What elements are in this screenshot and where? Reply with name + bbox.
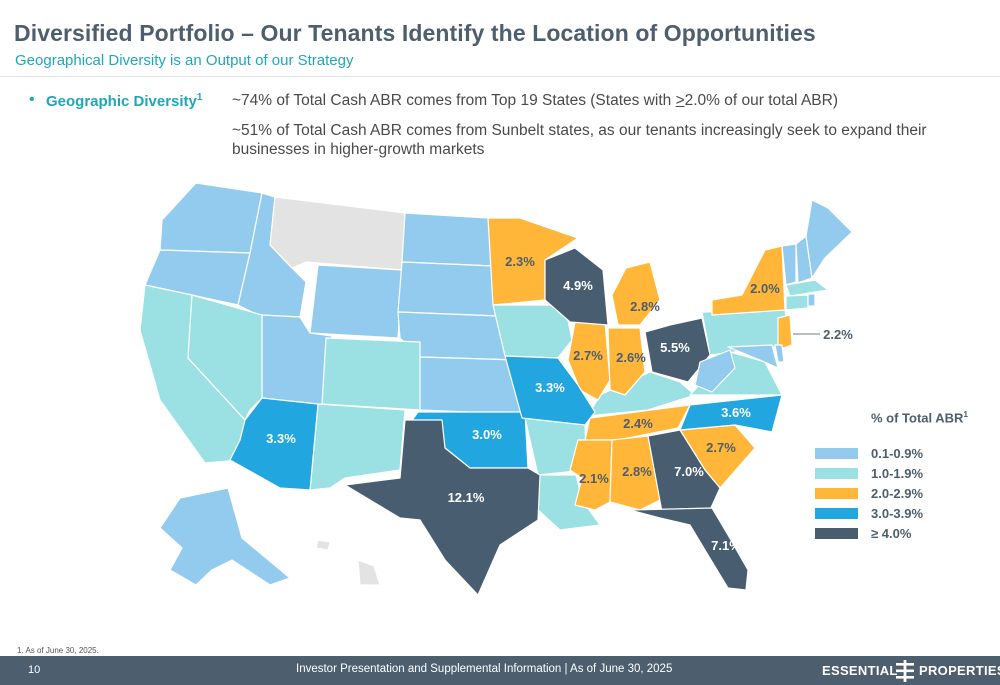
- state-wisconsin: [544, 247, 609, 326]
- state-new-mexico: [309, 403, 406, 491]
- state-wyoming: [309, 264, 403, 339]
- header-divider: [0, 76, 1000, 77]
- label-texas: 12.1%: [448, 490, 485, 505]
- state-south-dakota: [397, 261, 499, 317]
- state-washington: [159, 182, 263, 254]
- label-georgia: 7.0%: [674, 464, 704, 479]
- state-west-virginia: [694, 349, 736, 393]
- legend-swatch: [815, 508, 858, 519]
- footer-text: Investor Presentation and Supplemental I…: [296, 663, 673, 675]
- state-texas: [344, 419, 541, 596]
- state-ohio: [644, 317, 711, 383]
- label-indiana: 2.6%: [616, 350, 646, 365]
- label-illinois: 2.7%: [573, 348, 603, 363]
- legend-swatch: [815, 468, 858, 479]
- logo-mark-icon: [896, 660, 914, 682]
- state-michigan: [611, 261, 661, 326]
- legend-swatch: [815, 528, 858, 539]
- state-florida: [629, 507, 749, 591]
- label-mississippi: 2.1%: [579, 471, 609, 486]
- state-indiana: [607, 327, 646, 396]
- bullet-line-2: ~51% of Total Cash ABR comes from Sunbel…: [232, 122, 927, 158]
- page-subtitle: Geographical Diversity is an Output of o…: [15, 52, 354, 69]
- state-north-dakota: [401, 212, 494, 267]
- state-connecticut: [785, 294, 809, 311]
- us-states-map: 2.3% 4.9% 2.8% 2.0% 2.2% 5.5% 2.7% 2.6% …: [139, 182, 853, 596]
- bullet-line-1: ~74% of Total Cash ABR comes from Top 19…: [232, 92, 838, 109]
- state-alabama: [609, 435, 661, 511]
- footer-bar: 10 Investor Presentation and Supplementa…: [0, 656, 1000, 685]
- label-new-york: 2.0%: [750, 281, 780, 296]
- state-maine: [805, 199, 853, 279]
- label-florida: 7.1%: [711, 538, 741, 553]
- state-missouri: [504, 355, 596, 426]
- label-arizona: 3.3%: [266, 431, 296, 446]
- state-vermont: [781, 243, 797, 286]
- label-missouri: 3.3%: [535, 380, 565, 395]
- label-south-carolina: 2.7%: [706, 440, 736, 455]
- bullet-label: Geographic Diversity1: [46, 92, 203, 110]
- label-new-jersey: 2.2%: [823, 327, 853, 342]
- state-tennessee: [584, 404, 691, 441]
- state-north-carolina: [679, 394, 783, 433]
- legend-label: ≥ 4.0%: [871, 526, 912, 541]
- page-title: Diversified Portfolio – Our Tenants Iden…: [14, 20, 816, 46]
- page-number: 10: [28, 664, 41, 676]
- legend-label: 1.0-1.9%: [871, 466, 924, 481]
- state-massachusetts: [785, 279, 829, 297]
- state-colorado: [321, 337, 421, 411]
- label-alabama: 2.8%: [622, 464, 652, 479]
- state-kansas: [417, 356, 523, 415]
- bullet-marker: •: [29, 91, 35, 108]
- state-montana: [269, 196, 406, 271]
- legend-label: 2.0-2.9%: [871, 486, 924, 501]
- label-oklahoma: 3.0%: [472, 427, 502, 442]
- label-ohio: 5.5%: [660, 340, 690, 355]
- state-hawaii-islands: [315, 539, 331, 551]
- logo-word-left: ESSENTIAL: [822, 663, 898, 678]
- label-north-carolina: 3.6%: [721, 405, 751, 420]
- label-minnesota: 2.3%: [505, 254, 535, 269]
- footnote: 1. As of June 30, 2025.: [17, 646, 99, 655]
- legend-title: % of Total ABR1: [871, 410, 968, 426]
- label-wisconsin: 4.9%: [563, 278, 593, 293]
- legend-swatch: [815, 448, 858, 459]
- legend-swatch: [815, 488, 858, 499]
- state-nevada: [187, 294, 263, 421]
- state-new-jersey: [777, 314, 793, 351]
- label-michigan: 2.8%: [630, 299, 660, 314]
- state-rhode-island: [807, 293, 816, 307]
- logo-word-right: PROPERTIES: [919, 663, 1000, 678]
- legend-label: 0.1-0.9%: [871, 446, 924, 461]
- state-delaware: [774, 344, 785, 363]
- legend-label: 3.0-3.9%: [871, 506, 924, 521]
- state-arizona: [229, 397, 319, 491]
- state-maryland: [727, 344, 779, 369]
- state-alaska: [159, 487, 291, 586]
- label-tennessee: 2.4%: [623, 416, 653, 431]
- company-logo: ESSENTIAL PROPERTIES: [822, 660, 1000, 682]
- state-hawaii: [357, 559, 381, 586]
